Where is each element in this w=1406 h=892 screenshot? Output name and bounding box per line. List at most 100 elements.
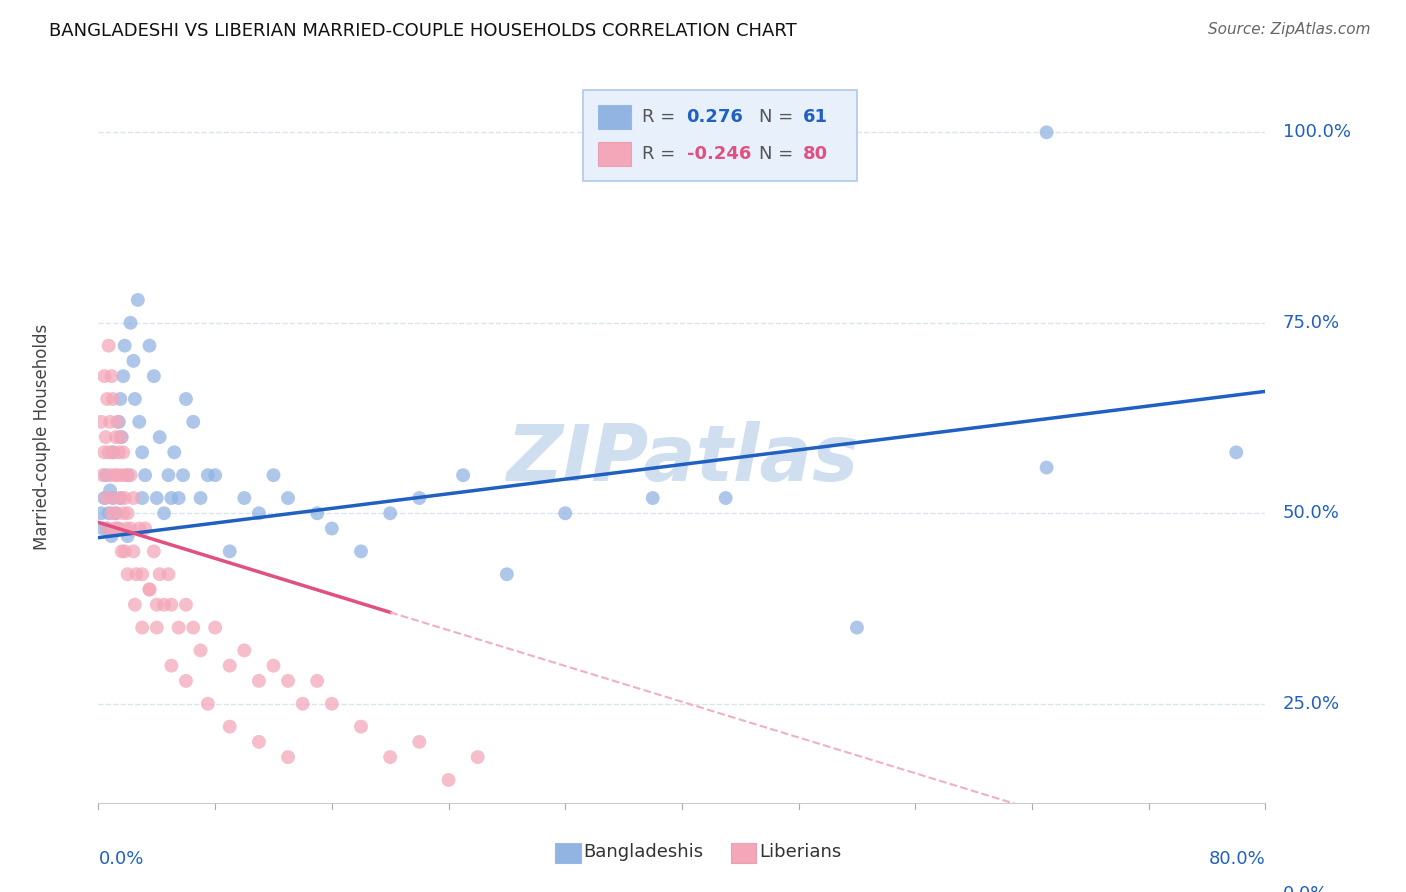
Point: [117, 468, 139, 483]
Point: [138, 339, 160, 353]
Point: [380, 506, 402, 520]
Point: [117, 529, 139, 543]
Point: [131, 491, 153, 505]
Point: [104, 506, 127, 520]
Point: [125, 567, 148, 582]
Point: [138, 582, 160, 597]
Point: [111, 544, 134, 558]
Point: [100, 506, 122, 520]
Point: [98, 468, 121, 483]
Point: [101, 491, 124, 505]
Point: [96, 521, 118, 535]
Point: [98, 415, 121, 429]
Point: [174, 598, 197, 612]
Point: [408, 491, 430, 505]
Point: [153, 506, 176, 520]
Point: [115, 468, 138, 483]
Text: BANGLADESHI VS LIBERIAN MARRIED-COUPLE HOUSEHOLDS CORRELATION CHART: BANGLADESHI VS LIBERIAN MARRIED-COUPLE H…: [49, 22, 797, 40]
Point: [163, 445, 186, 459]
Point: [122, 491, 145, 505]
Point: [451, 468, 474, 483]
Point: [128, 521, 150, 535]
Point: [277, 491, 299, 505]
Point: [111, 430, 134, 444]
Point: [149, 430, 172, 444]
Point: [94, 491, 117, 505]
Point: [1225, 445, 1247, 459]
Point: [496, 567, 519, 582]
Point: [93, 445, 115, 459]
Point: [233, 491, 256, 505]
Point: [247, 673, 270, 688]
Text: 80.0%: 80.0%: [1209, 850, 1265, 868]
Point: [101, 445, 124, 459]
Point: [110, 491, 132, 505]
Point: [437, 772, 460, 787]
Point: [554, 506, 576, 520]
Point: [131, 567, 153, 582]
Point: [103, 468, 125, 483]
Point: [641, 491, 664, 505]
Point: [114, 339, 136, 353]
Text: ZIPatlas: ZIPatlas: [506, 421, 858, 497]
Point: [97, 445, 120, 459]
Point: [96, 392, 118, 406]
Text: Bangladeshis: Bangladeshis: [583, 843, 703, 861]
FancyBboxPatch shape: [582, 90, 858, 181]
Text: 0.0%: 0.0%: [98, 850, 143, 868]
Point: [350, 544, 373, 558]
Point: [134, 521, 156, 535]
Point: [100, 529, 122, 543]
Point: [321, 697, 343, 711]
Point: [233, 643, 256, 657]
Point: [146, 621, 169, 635]
Point: [204, 621, 226, 635]
Point: [247, 506, 270, 520]
Point: [167, 491, 190, 505]
Point: [108, 521, 131, 535]
Point: [197, 697, 219, 711]
Text: 25.0%: 25.0%: [1282, 695, 1340, 713]
Point: [174, 392, 197, 406]
Point: [134, 468, 156, 483]
Point: [122, 354, 145, 368]
Point: [714, 491, 737, 505]
Text: 0.0%: 0.0%: [1282, 885, 1329, 892]
Point: [408, 735, 430, 749]
Point: [101, 491, 124, 505]
Point: [97, 339, 120, 353]
Point: [112, 369, 135, 384]
Point: [204, 468, 226, 483]
Point: [467, 750, 489, 764]
Point: [111, 468, 134, 483]
Point: [117, 506, 139, 520]
Point: [262, 468, 284, 483]
Point: [104, 430, 127, 444]
Text: N =: N =: [759, 145, 799, 163]
Point: [1035, 460, 1057, 475]
Point: [153, 598, 176, 612]
Point: [117, 567, 139, 582]
Point: [142, 544, 165, 558]
Text: 75.0%: 75.0%: [1282, 314, 1340, 332]
Text: 50.0%: 50.0%: [1282, 504, 1340, 523]
Point: [350, 720, 373, 734]
Point: [124, 392, 146, 406]
Point: [124, 598, 146, 612]
Point: [98, 483, 121, 498]
Text: Married-couple Households: Married-couple Households: [34, 324, 52, 550]
Point: [291, 697, 314, 711]
Point: [105, 521, 128, 535]
Point: [160, 658, 183, 673]
Point: [93, 491, 115, 505]
Point: [114, 544, 136, 558]
Point: [120, 316, 142, 330]
Point: [307, 506, 329, 520]
Point: [131, 621, 153, 635]
Point: [105, 468, 128, 483]
Text: 0.276: 0.276: [686, 108, 744, 126]
Text: 61: 61: [803, 108, 828, 126]
Point: [190, 643, 212, 657]
Text: N =: N =: [759, 108, 799, 126]
Point: [101, 445, 124, 459]
